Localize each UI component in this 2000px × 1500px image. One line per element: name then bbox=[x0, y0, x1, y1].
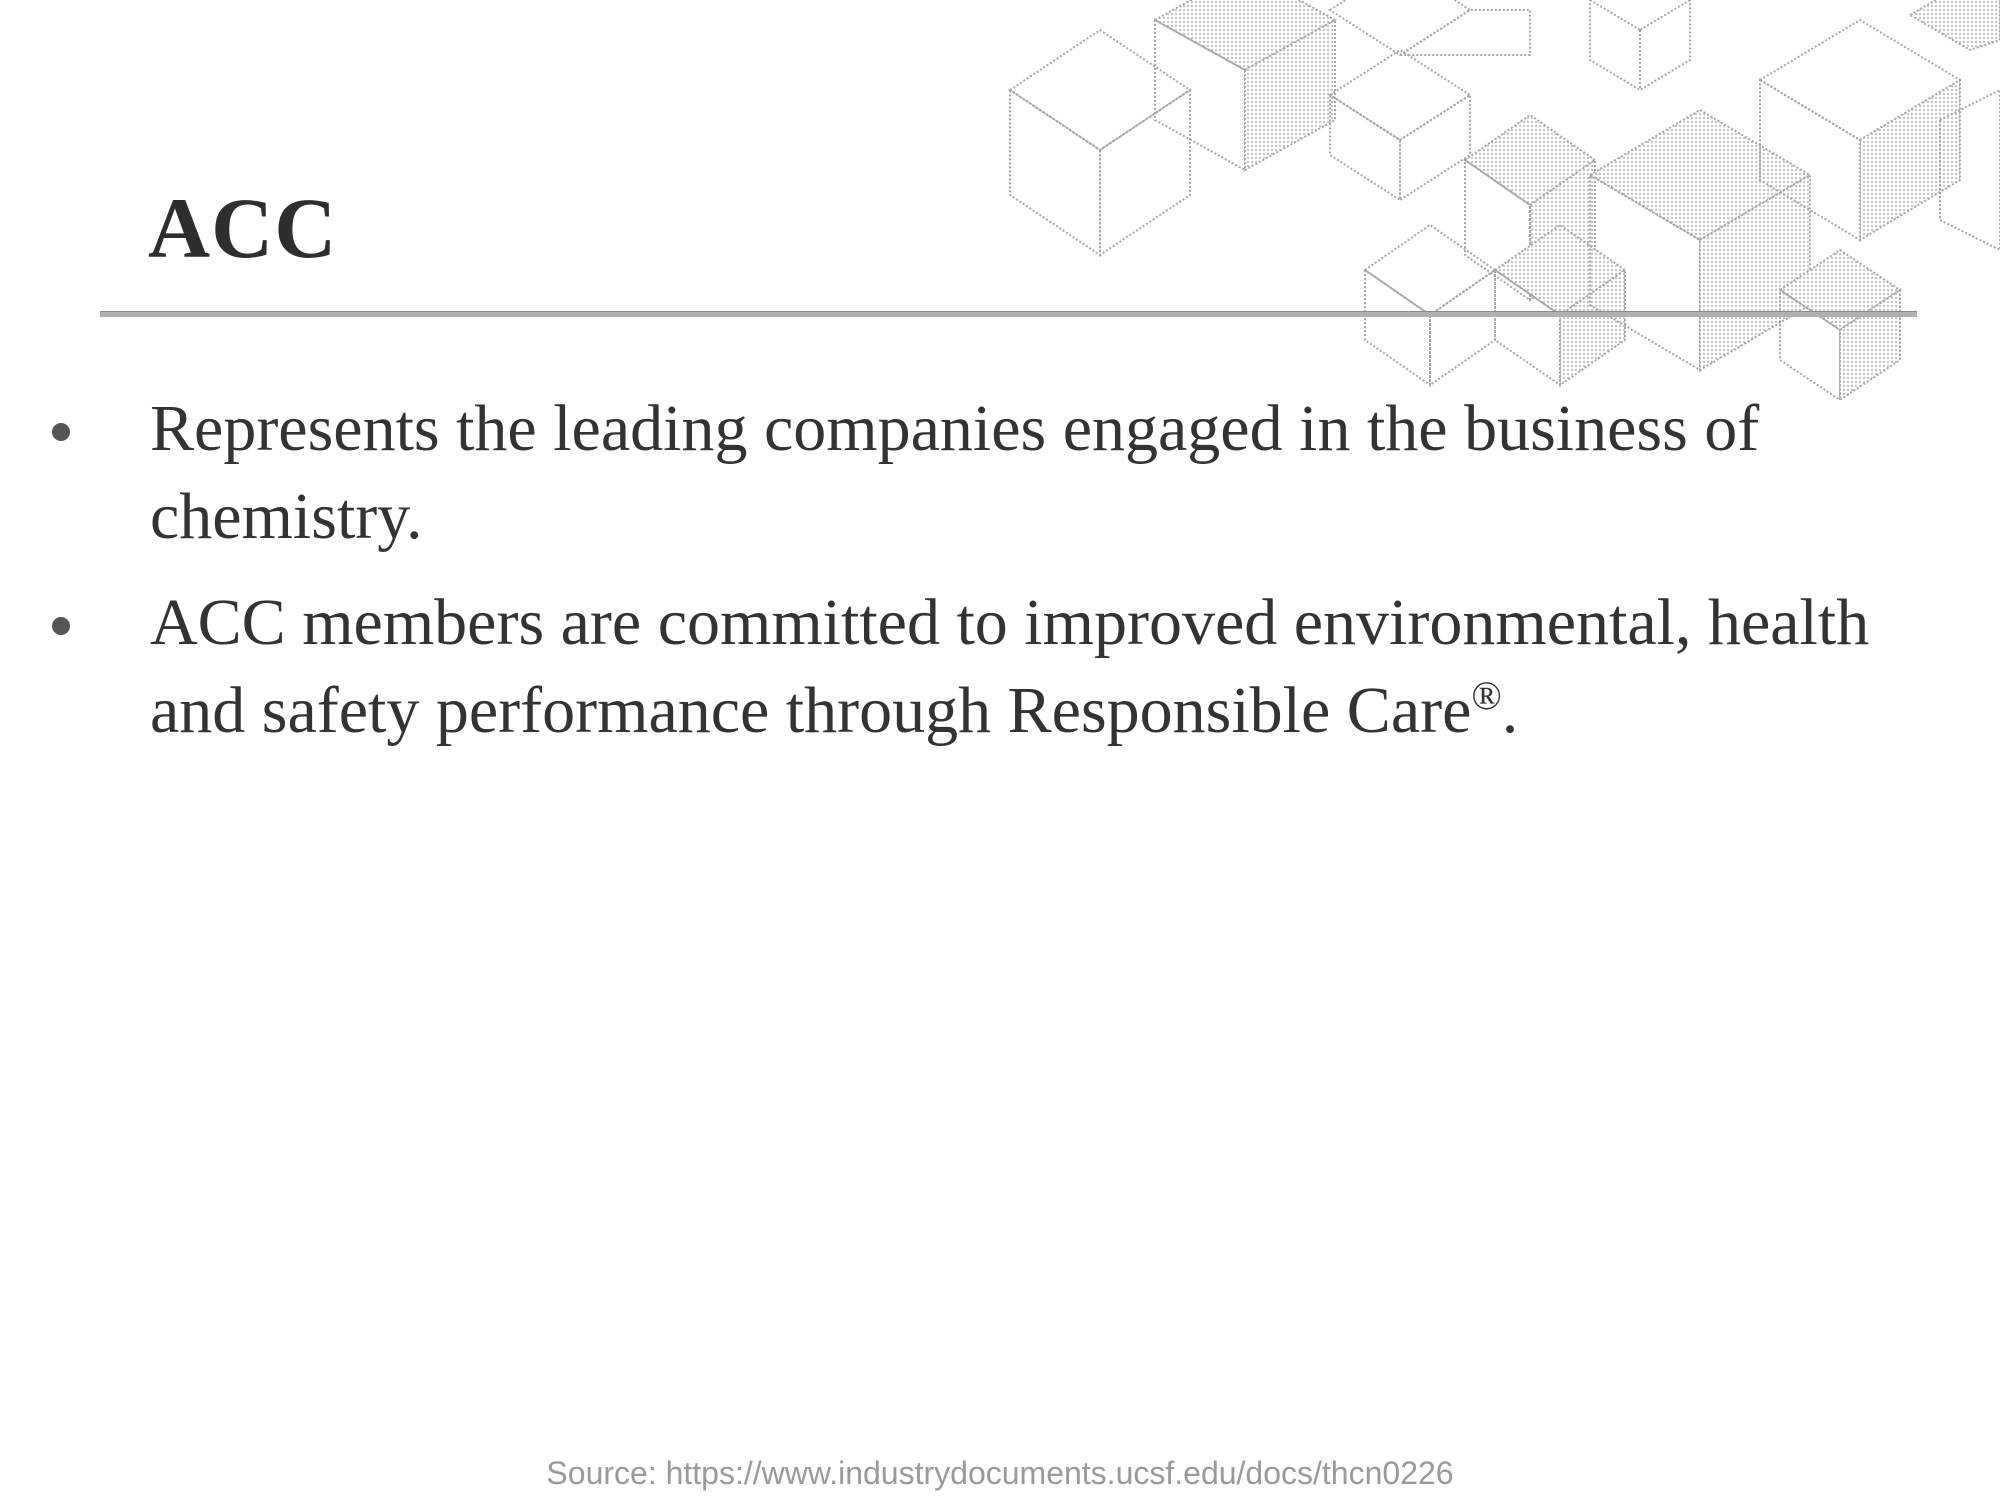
bullet-text: ACC members are committed to improved en… bbox=[150, 586, 1870, 747]
title-divider bbox=[100, 311, 1917, 317]
source-citation: Source: https://www.industrydocuments.uc… bbox=[546, 1455, 1454, 1491]
registered-mark: ® bbox=[1471, 673, 1502, 718]
bullet-item: Represents the leading companies engaged… bbox=[40, 385, 1940, 561]
bullet-dot-icon bbox=[52, 423, 70, 441]
bullet-text: Represents the leading companies engaged… bbox=[150, 392, 1760, 553]
bullet-list: Represents the leading companies engaged… bbox=[40, 385, 1940, 773]
bullet-suffix: . bbox=[1501, 674, 1519, 747]
bullet-dot-icon bbox=[52, 617, 70, 635]
bullet-item: ACC members are committed to improved en… bbox=[40, 579, 1940, 755]
slide-title: ACC bbox=[148, 180, 338, 276]
cube-pattern-decoration bbox=[1008, 0, 2000, 400]
